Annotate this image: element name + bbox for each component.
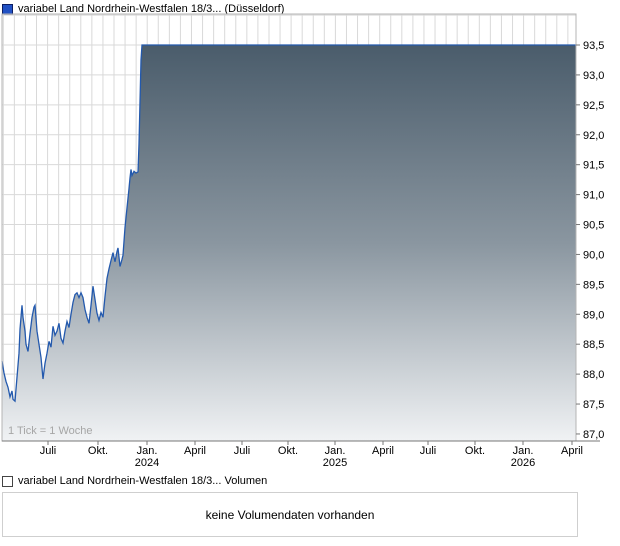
y-axis-label: 89,0: [583, 309, 604, 321]
y-axis-label: 92,0: [583, 130, 604, 142]
price-chart-plot[interactable]: 1 Tick = 1 Woche 93,5 93,0 92,5 92,0 91,5 91,…: [0, 0, 620, 470]
volume-empty-message: keine Volumendaten vorhanden: [205, 507, 375, 522]
price-chart-title: variabel Land Nordrhein-Westfalen 18/3..…: [18, 3, 285, 15]
x-axis-label: Jan.: [513, 445, 534, 457]
volume-chart-title: variabel Land Nordrhein-Westfalen 18/3..…: [18, 475, 268, 487]
x-axis-year-label: 2024: [135, 457, 159, 469]
y-axis-label: 90,5: [583, 220, 604, 232]
x-axis-label: Juli: [234, 445, 251, 457]
x-axis-year-label: 2026: [511, 457, 535, 469]
y-axis-label: 93,0: [583, 70, 604, 82]
x-axis-year-label: 2025: [323, 457, 347, 469]
volume-chart-legend: variabel Land Nordrhein-Westfalen 18/3..…: [2, 475, 267, 487]
price-area-fill: [2, 45, 576, 441]
plot-frame: [1, 13, 600, 445]
y-axis-label: 89,5: [583, 279, 604, 291]
x-axis-label: April: [372, 445, 394, 457]
x-axis-label: Okt.: [88, 445, 108, 457]
y-axis-label: 91,5: [583, 160, 604, 172]
y-axis-label: 93,5: [583, 40, 604, 52]
volume-panel: keine Volumendaten vorhanden: [2, 492, 578, 537]
price-series-area: [1, 44, 576, 441]
x-axis-label: Juli: [420, 445, 437, 457]
y-axis-label: 87,5: [583, 399, 604, 411]
tick-note: 1 Tick = 1 Woche: [8, 425, 92, 437]
axis-labels: 93,5 93,0 92,5 92,0 91,5 91,0 90,5 90,0 89,5 89,0…: [40, 40, 605, 469]
x-axis-label: April: [184, 445, 206, 457]
x-axis-label: Juli: [40, 445, 57, 457]
x-axis-label: April: [561, 445, 583, 457]
y-axis-label: 88,5: [583, 339, 604, 351]
volume-series-swatch-icon: [2, 475, 13, 487]
x-axis-label: Okt.: [278, 445, 298, 457]
price-line: [1, 44, 576, 403]
y-axis-label: 88,0: [583, 369, 604, 381]
y-axis-label: 90,0: [583, 249, 604, 261]
x-axis-label: Jan.: [137, 445, 158, 457]
x-axis-label: Jan.: [325, 445, 346, 457]
x-axis-label: Okt.: [465, 445, 485, 457]
y-axis-label: 91,0: [583, 190, 604, 202]
y-axis-label: 92,5: [583, 100, 604, 112]
y-axis-label: 87,0: [583, 429, 604, 441]
